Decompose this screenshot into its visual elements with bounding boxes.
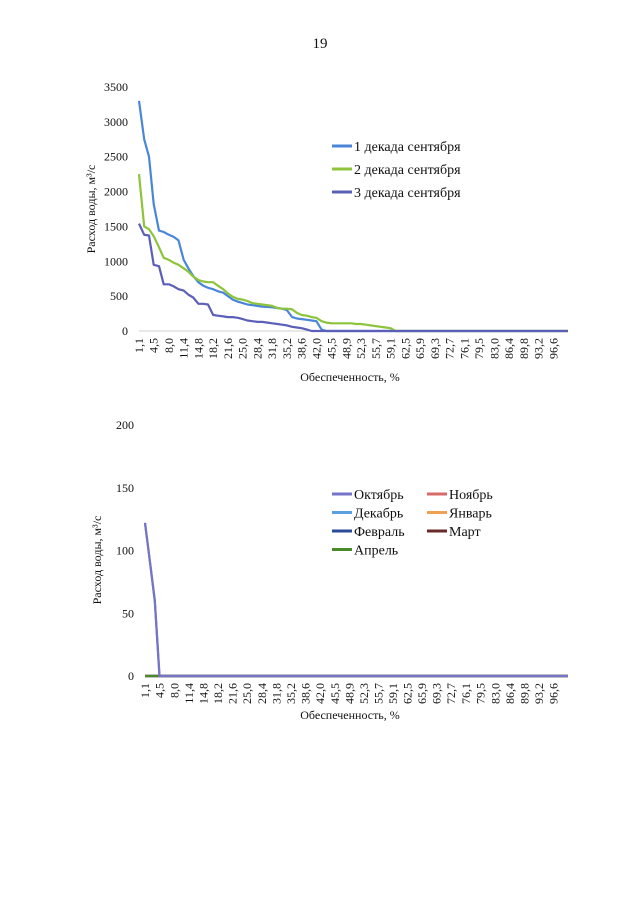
x-tick-label: 18,2 (206, 338, 220, 359)
y-tick-label: 1000 (104, 254, 128, 268)
x-tick-label: 18,2 (211, 683, 225, 704)
y-tick-label: 100 (116, 544, 134, 558)
y-tick-label: 500 (110, 289, 128, 303)
x-tick-label: 93,2 (532, 683, 546, 704)
legend-label: Март (449, 525, 481, 540)
x-tick-label: 38,6 (295, 338, 309, 359)
x-tick-label: 76,1 (459, 683, 473, 704)
x-tick-label: 1,1 (132, 338, 146, 353)
x-tick-label: 31,8 (265, 338, 279, 359)
x-tick-label: 86,4 (502, 338, 516, 359)
x-tick-label: 62,5 (401, 683, 415, 704)
x-tick-label: 11,4 (177, 338, 191, 359)
y-axis-title: Расход воды, м³/с (84, 165, 98, 254)
x-tick-label: 86,4 (503, 683, 517, 704)
x-axis-title: Обеспеченность, % (300, 370, 400, 384)
x-tick-label: 28,4 (250, 338, 264, 359)
legend-label: Ноябрь (449, 488, 493, 503)
x-tick-label: 83,0 (488, 683, 502, 704)
legend-label: Январь (449, 507, 492, 522)
x-tick-label: 42,0 (313, 683, 327, 704)
series-line (143, 522, 568, 678)
y-tick-label: 2000 (104, 185, 128, 199)
x-tick-label: 93,2 (532, 338, 546, 359)
x-tick-label: 48,9 (339, 338, 353, 359)
x-tick-label: 76,1 (457, 338, 471, 359)
x-tick-label: 38,6 (298, 683, 312, 704)
legend-label: Октябрь (354, 488, 404, 503)
series-line (137, 173, 568, 333)
x-tick-label: 83,0 (487, 338, 501, 359)
x-tick-label: 72,7 (443, 338, 457, 359)
y-tick-label: 150 (116, 481, 134, 495)
x-tick-label: 52,3 (357, 683, 371, 704)
x-tick-label: 25,0 (236, 338, 250, 359)
x-tick-label: 59,1 (386, 683, 400, 704)
legend-label: 1 декада сентября (354, 140, 461, 155)
page-number: 19 (312, 36, 328, 52)
legend-label: Апрель (354, 544, 398, 559)
x-tick-label: 65,9 (413, 338, 427, 359)
x-tick-label: 69,3 (428, 338, 442, 359)
legend-label: 2 декада сентября (354, 163, 461, 178)
x-tick-label: 55,7 (369, 338, 383, 359)
x-tick-label: 89,8 (517, 683, 531, 704)
x-tick-label: 72,7 (444, 683, 458, 704)
x-tick-label: 48,9 (342, 683, 356, 704)
x-tick-label: 31,8 (269, 683, 283, 704)
x-tick-label: 69,3 (430, 683, 444, 704)
y-tick-label: 1500 (104, 219, 128, 233)
x-tick-label: 21,6 (221, 338, 235, 359)
x-tick-label: 55,7 (372, 683, 386, 704)
x-tick-label: 8,0 (162, 338, 176, 353)
x-tick-label: 4,5 (147, 338, 161, 353)
y-tick-label: 2500 (104, 150, 128, 164)
legend-label: Декабрь (354, 507, 403, 522)
x-tick-label: 79,5 (473, 683, 487, 704)
x-tick-label: 14,8 (191, 338, 205, 359)
x-tick-label: 21,6 (226, 683, 240, 704)
x-tick-label: 59,1 (384, 338, 398, 359)
y-axis-title: Расход воды, м³/с (90, 516, 104, 605)
x-tick-label: 35,2 (284, 683, 298, 704)
series-line (137, 100, 568, 333)
x-tick-label: 11,4 (182, 683, 196, 704)
y-tick-label: 0 (128, 669, 134, 683)
x-tick-label: 8,0 (168, 683, 182, 698)
x-tick-label: 96,6 (546, 338, 560, 359)
x-tick-label: 14,8 (197, 683, 211, 704)
series-line (138, 223, 568, 333)
x-tick-label: 45,5 (328, 683, 342, 704)
x-tick-label: 52,3 (354, 338, 368, 359)
y-tick-label: 50 (122, 606, 134, 620)
x-tick-label: 1,1 (138, 683, 152, 698)
x-tick-label: 89,8 (517, 338, 531, 359)
legend-label: Февраль (354, 525, 405, 540)
y-tick-label: 3500 (104, 80, 128, 94)
x-tick-label: 4,5 (153, 683, 167, 698)
x-tick-label: 35,2 (280, 338, 294, 359)
x-tick-label: 79,5 (472, 338, 486, 359)
x-tick-label: 28,4 (255, 683, 269, 704)
x-tick-label: 42,0 (309, 338, 323, 359)
y-tick-label: 0 (122, 324, 128, 338)
x-tick-label: 96,6 (546, 683, 560, 704)
y-tick-label: 3000 (104, 115, 128, 129)
x-tick-label: 45,5 (325, 338, 339, 359)
legend-label: 3 декада сентября (354, 186, 461, 201)
x-axis-title: Обеспеченность, % (300, 708, 400, 722)
x-tick-label: 65,9 (415, 683, 429, 704)
x-tick-label: 25,0 (240, 683, 254, 704)
y-tick-label: 200 (116, 418, 134, 432)
x-tick-label: 62,5 (398, 338, 412, 359)
